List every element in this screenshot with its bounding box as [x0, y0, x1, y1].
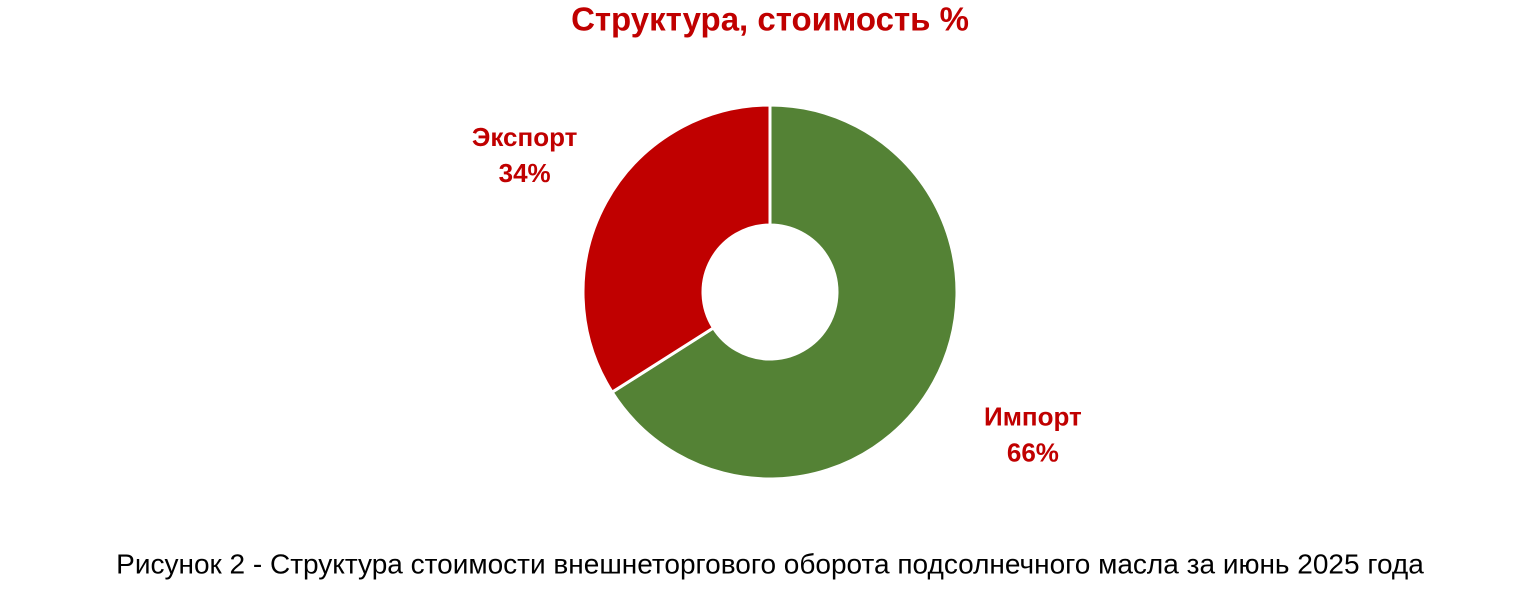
value-label: 66%	[1007, 437, 1059, 467]
chart-title: Структура, стоимость %	[571, 1, 969, 38]
slice-label: Импорт	[984, 401, 1082, 431]
slice-label: Экспорт	[472, 122, 578, 152]
donut-slice	[610, 103, 959, 481]
caption: Рисунок 2 - Структура стоимости внешнето…	[116, 548, 1424, 579]
value-label: 34%	[499, 158, 551, 188]
donut-slice	[581, 103, 772, 395]
donut	[581, 103, 959, 481]
